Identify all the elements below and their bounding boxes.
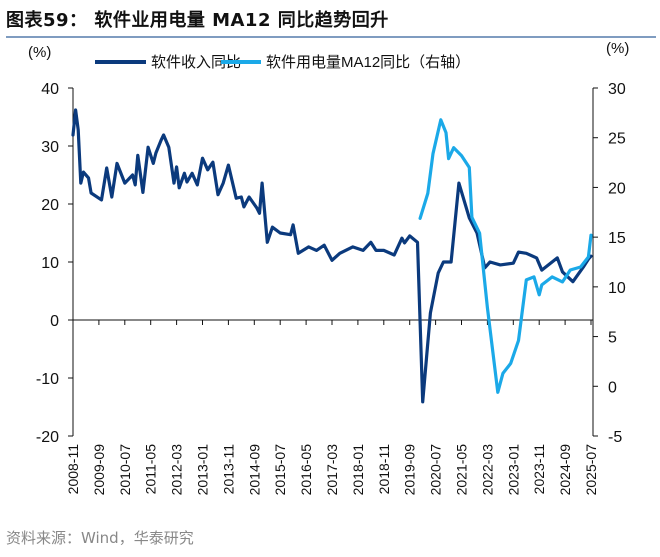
right-tick-label: 0 bbox=[608, 379, 617, 396]
right-tick-label: -5 bbox=[608, 429, 622, 446]
left-tick-label: -10 bbox=[36, 371, 59, 388]
x-tick-label: 2023-01 bbox=[505, 444, 521, 496]
x-tick-label: 2018-11 bbox=[376, 444, 392, 495]
right-tick-label: 15 bbox=[608, 230, 626, 247]
left-axis-unit: (%) bbox=[28, 44, 51, 61]
right-axis-unit: (%) bbox=[606, 40, 629, 57]
legend-label-software-revenue: 软件收入同比 bbox=[151, 54, 241, 71]
left-tick-label: -20 bbox=[36, 429, 59, 446]
x-tick-label: 2010-07 bbox=[117, 444, 133, 496]
x-tick-label: 2025-07 bbox=[583, 444, 599, 496]
right-tick-label: 5 bbox=[608, 330, 617, 347]
x-tick-label: 2024-09 bbox=[557, 444, 573, 496]
x-tick-label: 2012-03 bbox=[169, 444, 185, 496]
x-tick-label: 2023-11 bbox=[531, 444, 547, 495]
series-line-electricity-ma12 bbox=[418, 118, 593, 394]
x-tick-label: 2014-09 bbox=[246, 444, 262, 496]
x-tick-label: 2019-09 bbox=[402, 444, 418, 496]
x-tick-label: 2008-11 bbox=[65, 444, 81, 495]
x-tick-label: 2018-01 bbox=[350, 444, 366, 496]
left-tick-label: 30 bbox=[41, 139, 59, 156]
x-tick-label: 2015-07 bbox=[272, 444, 288, 496]
x-tick-label: 2021-05 bbox=[454, 444, 470, 496]
x-tick-label: 2013-11 bbox=[220, 444, 236, 495]
left-tick-label: 40 bbox=[41, 81, 59, 98]
right-tick-label: 25 bbox=[608, 131, 626, 148]
legend-label-electricity: 软件用电量MA12同比（右轴） bbox=[266, 54, 470, 71]
x-tick-label: 2009-09 bbox=[91, 444, 107, 496]
left-tick-label: 0 bbox=[50, 313, 59, 330]
x-tick-label: 2016-05 bbox=[298, 444, 314, 496]
x-tick-label: 2013-01 bbox=[195, 444, 211, 496]
right-tick-label: 30 bbox=[608, 81, 626, 98]
title-divider bbox=[6, 36, 656, 38]
right-tick-label: 10 bbox=[608, 280, 626, 297]
left-tick-label: 20 bbox=[41, 197, 59, 214]
x-tick-label: 2017-03 bbox=[324, 444, 340, 496]
x-tick-label: 2022-03 bbox=[479, 444, 495, 496]
right-tick-label: 20 bbox=[608, 180, 626, 197]
series-line-software-revenue bbox=[71, 108, 593, 404]
left-tick-label: 10 bbox=[41, 255, 59, 272]
x-tick-label: 2020-07 bbox=[428, 444, 444, 496]
chart-title: 图表59： 软件业用电量 MA12 同比趋势回升 bbox=[6, 10, 389, 31]
source-note: 资料来源：Wind，华泰研究 bbox=[6, 529, 194, 547]
x-tick-label: 2011-05 bbox=[143, 444, 159, 495]
legend: 软件收入同比 软件用电量MA12同比（右轴） bbox=[95, 54, 470, 71]
